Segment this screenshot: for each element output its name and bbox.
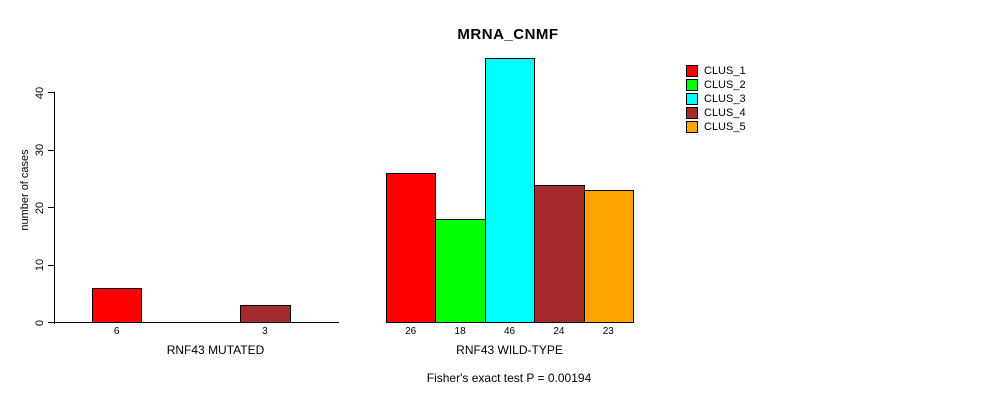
bar-value-label: 46 xyxy=(503,325,516,337)
legend-item-clus_5: CLUS_5 xyxy=(686,120,746,134)
bar-value-label: 3 xyxy=(262,325,268,337)
legend-swatch-clus_5 xyxy=(686,121,698,133)
legend-item-clus_4: CLUS_4 xyxy=(686,106,746,120)
legend-swatch-clus_4 xyxy=(686,107,698,119)
bar-value-label: 24 xyxy=(553,325,565,337)
y-tick xyxy=(48,322,55,323)
legend-label: CLUS_1 xyxy=(704,65,746,77)
group-label-wildtype: RNF43 WILD-TYPE xyxy=(456,343,563,357)
bar-value-label: 23 xyxy=(602,325,614,337)
legend-swatch-clus_1 xyxy=(686,65,698,77)
y-tick-label: 30 xyxy=(34,143,46,157)
bar-clus_2 xyxy=(435,219,486,323)
y-tick xyxy=(48,149,55,151)
bar-clus_1 xyxy=(386,173,437,323)
y-tick xyxy=(48,207,55,208)
bar-value-label: 18 xyxy=(454,325,466,337)
bar-value-label: 26 xyxy=(405,325,417,337)
legend-item-clus_2: CLUS_2 xyxy=(686,78,746,92)
y-tick-label: 40 xyxy=(34,86,46,99)
y-tick xyxy=(48,264,55,266)
legend-label: CLUS_4 xyxy=(704,107,746,119)
legend-swatch-clus_3 xyxy=(686,93,698,105)
legend-item-clus_3: CLUS_3 xyxy=(686,92,746,106)
y-tick-label: 10 xyxy=(34,258,46,272)
y-tick-label: 20 xyxy=(34,201,46,214)
bar-clus_4 xyxy=(534,184,585,323)
y-tick xyxy=(48,92,55,93)
legend-label: CLUS_2 xyxy=(704,79,746,91)
y-axis-line xyxy=(54,92,55,324)
legend-item-clus_1: CLUS_1 xyxy=(686,64,746,78)
legend-label: CLUS_5 xyxy=(704,121,746,133)
fisher-test-annotation: Fisher's exact test P = 0.00194 xyxy=(426,371,592,385)
y-axis-label: number of cases xyxy=(19,149,31,231)
x-axis-line-mutated xyxy=(55,322,339,323)
legend: CLUS_1 CLUS_2 CLUS_3 CLUS_4 CLUS_5 xyxy=(686,64,746,134)
bar-clus_1 xyxy=(92,288,143,323)
group-label-mutated: RNF43 MUTATED xyxy=(166,343,265,357)
chart-title: MRNA_CNMF xyxy=(457,26,559,43)
y-tick-label: 0 xyxy=(34,319,46,326)
bar-clus_4 xyxy=(240,305,291,323)
bar-clus_3 xyxy=(484,58,536,323)
bar-value-label: 6 xyxy=(113,325,120,337)
bar-clus_5 xyxy=(583,190,634,323)
legend-label: CLUS_3 xyxy=(704,93,746,105)
legend-swatch-clus_2 xyxy=(686,79,698,91)
